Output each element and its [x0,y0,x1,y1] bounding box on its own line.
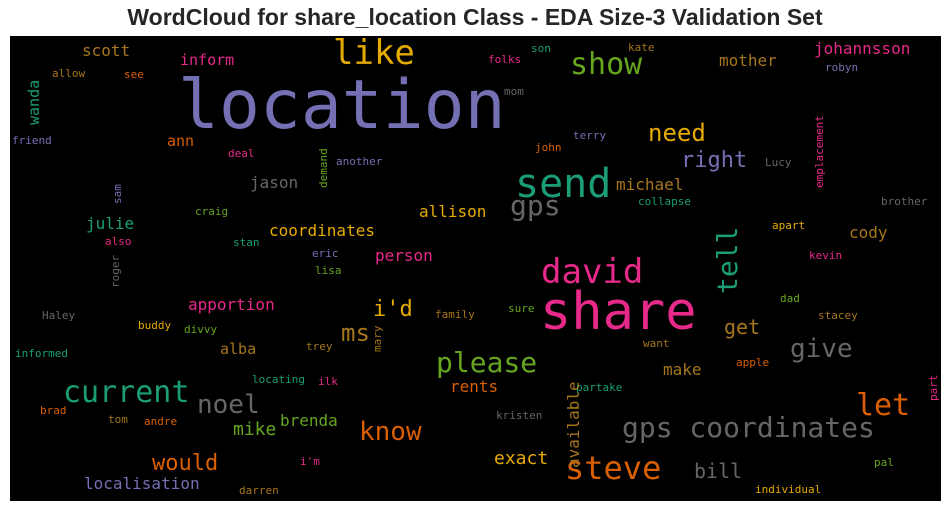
word-demand: demand [317,148,330,188]
word-show: show [570,47,643,82]
chart-title: WordCloud for share_location Class - EDA… [127,4,823,30]
word-lisa: lisa [315,264,342,277]
word-coordinates: coordinates [269,221,375,240]
word-craig: craig [195,205,229,218]
word-bill: bill [694,459,743,483]
word-im: i'm [300,455,320,468]
word-sam: sam [111,184,124,204]
word-see: see [124,68,144,81]
word-robyn: robyn [825,61,859,74]
word-know: know [359,417,422,447]
word-part: part [927,374,940,402]
word-andre: andre [144,415,178,428]
word-dad: dad [780,292,800,305]
word-person: person [375,246,433,265]
word-ann: ann [167,132,195,150]
word-folks: folks [488,53,522,66]
word-wanda: wanda [25,79,43,125]
word-divvy: divvy [184,323,218,336]
word-stan: stan [233,236,260,249]
word-mother: mother [719,51,777,70]
word-haley: Haley [42,309,76,322]
word-jason: jason [250,173,299,192]
word-john: john [535,141,562,154]
word-emplacement: friend [12,134,52,147]
word-current: current [63,375,190,410]
word-give: give [790,334,853,364]
word-gps-coordinates: gps coordinates [622,411,875,444]
word-want: want [643,337,670,350]
word-family: family [435,308,475,321]
word-brad: brad [40,404,67,417]
word-stacey: stacey [818,309,858,322]
word-tom: tom [108,413,128,426]
word-also: also [105,235,132,248]
word-alba: alba [220,340,257,358]
word-collapse: collapse [638,195,691,208]
word-id: i'd [373,297,413,322]
word-share: share [540,282,697,342]
word-darren: darren [239,484,279,497]
word-scott: scott [82,41,131,60]
word-like: like [333,36,415,73]
word-eric: eric [312,247,339,260]
word-location: location [178,66,506,145]
word-gps: gps [510,189,561,222]
word-individual: individual [755,483,822,496]
word-inform: inform [180,51,235,69]
word-localisation: localisation [84,474,200,493]
word-noel: noel [197,390,260,420]
word-would: would [152,451,219,476]
word-get: get [724,315,761,339]
word-roger: roger [109,254,122,288]
word-allow: allow [52,67,86,80]
word-lucy: Lucy [765,156,792,169]
word-brenda: brenda [280,411,338,430]
word-johannsson: johannsson [814,39,911,58]
word-terry: terry [573,129,607,142]
word-buddy: buddy [138,319,172,332]
word-informed: informed [15,347,68,360]
word-kate: kate [628,41,655,54]
word-send: send [515,161,612,207]
word-brother: brother [881,195,928,208]
word-apart: apart [772,219,806,232]
word-michael: michael [616,175,684,194]
word-rents: rents [450,377,499,396]
word-apportion: apportion [188,295,275,314]
word-exact: exact [494,448,549,469]
word-mom: mom [504,85,524,98]
word-allison: allison [419,202,487,221]
word-please: please [436,346,538,379]
word-mike: mike [233,419,277,440]
word-tell: tell [711,226,744,294]
word-another: another [336,155,383,168]
word-kevin: kevin [809,249,843,262]
word-sure: sure [508,302,535,315]
word-son: son [531,42,551,55]
word-ms: ms [341,319,370,347]
word-need: need [648,119,706,147]
word-ilk: ilk [318,375,338,388]
word-steve: steve [565,449,662,487]
word-deal: deal [228,147,255,160]
word-available: emplacement [813,115,826,188]
word-julie: julie [86,214,135,233]
word-pal: pal [874,456,894,469]
word-mary: mary [371,325,384,353]
word-make: make [663,360,702,379]
word-david: david [541,252,644,292]
word-kristen: kristen [496,409,543,422]
word-right: right [681,148,748,173]
word-partake: partake [576,381,623,394]
word-cloud-canvas: location share send david gps coordinate… [10,36,941,501]
word-locating: locating [252,373,305,386]
word-friend: available [564,381,583,468]
word-apple: apple [736,356,770,369]
word-trey: trey [306,340,333,353]
word-let: let [856,388,911,423]
word-cody: cody [849,223,888,242]
